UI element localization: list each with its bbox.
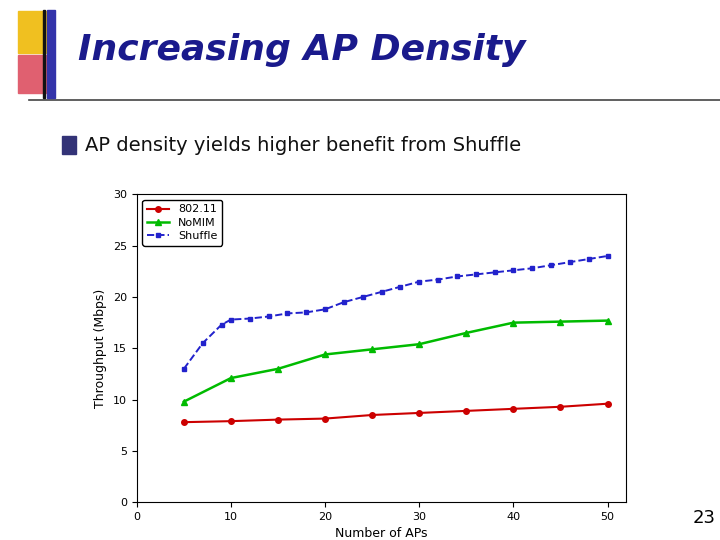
Shuffle bbox=[509, 267, 518, 274]
Shuffle bbox=[546, 262, 555, 268]
Bar bbox=[62, 136, 76, 154]
Text: Increasing AP Density: Increasing AP Density bbox=[78, 33, 526, 67]
802.11 bbox=[556, 403, 564, 410]
Shuffle bbox=[283, 310, 292, 316]
X-axis label: Number of APs: Number of APs bbox=[336, 528, 428, 540]
Shuffle bbox=[217, 321, 226, 328]
Shuffle bbox=[321, 306, 330, 313]
Shuffle bbox=[179, 366, 188, 372]
Shuffle bbox=[490, 269, 499, 275]
Bar bbox=[47, 10, 55, 98]
802.11 bbox=[368, 411, 377, 418]
Line: NoMIM: NoMIM bbox=[181, 317, 611, 405]
NoMIM bbox=[462, 329, 471, 336]
Shuffle bbox=[453, 273, 462, 280]
Bar bbox=[18, 11, 46, 53]
Line: Shuffle: Shuffle bbox=[181, 253, 610, 372]
802.11 bbox=[321, 415, 330, 422]
Shuffle bbox=[415, 279, 423, 285]
Shuffle bbox=[472, 271, 480, 278]
NoMIM bbox=[179, 399, 188, 405]
Y-axis label: Throughput (Mbps): Throughput (Mbps) bbox=[94, 289, 107, 408]
Line: 802.11: 802.11 bbox=[181, 401, 611, 425]
802.11 bbox=[227, 418, 235, 424]
NoMIM bbox=[321, 351, 330, 357]
NoMIM bbox=[368, 346, 377, 353]
802.11 bbox=[415, 410, 423, 416]
Shuffle bbox=[377, 288, 386, 295]
Shuffle bbox=[433, 276, 442, 283]
Shuffle bbox=[566, 259, 575, 265]
Shuffle bbox=[603, 253, 612, 259]
802.11 bbox=[274, 416, 282, 423]
NoMIM bbox=[274, 366, 282, 372]
Shuffle bbox=[585, 256, 593, 262]
NoMIM bbox=[227, 375, 235, 381]
Bar bbox=[43, 10, 45, 98]
Text: AP density yields higher benefit from Shuffle: AP density yields higher benefit from Sh… bbox=[85, 136, 521, 154]
Shuffle bbox=[396, 284, 405, 290]
802.11 bbox=[603, 401, 612, 407]
Legend: 802.11, NoMIM, Shuffle: 802.11, NoMIM, Shuffle bbox=[143, 200, 222, 246]
Shuffle bbox=[302, 309, 310, 315]
Shuffle bbox=[246, 315, 254, 322]
802.11 bbox=[509, 406, 518, 412]
802.11 bbox=[462, 408, 471, 414]
Shuffle bbox=[359, 294, 367, 300]
NoMIM bbox=[509, 320, 518, 326]
NoMIM bbox=[415, 341, 423, 347]
Bar bbox=[18, 55, 46, 93]
NoMIM bbox=[603, 318, 612, 324]
802.11 bbox=[179, 419, 188, 426]
Shuffle bbox=[528, 265, 536, 272]
Text: 23: 23 bbox=[693, 509, 716, 527]
Shuffle bbox=[227, 316, 235, 323]
Shuffle bbox=[340, 299, 348, 306]
NoMIM bbox=[556, 319, 564, 325]
Shuffle bbox=[264, 313, 273, 320]
Shuffle bbox=[199, 340, 207, 347]
